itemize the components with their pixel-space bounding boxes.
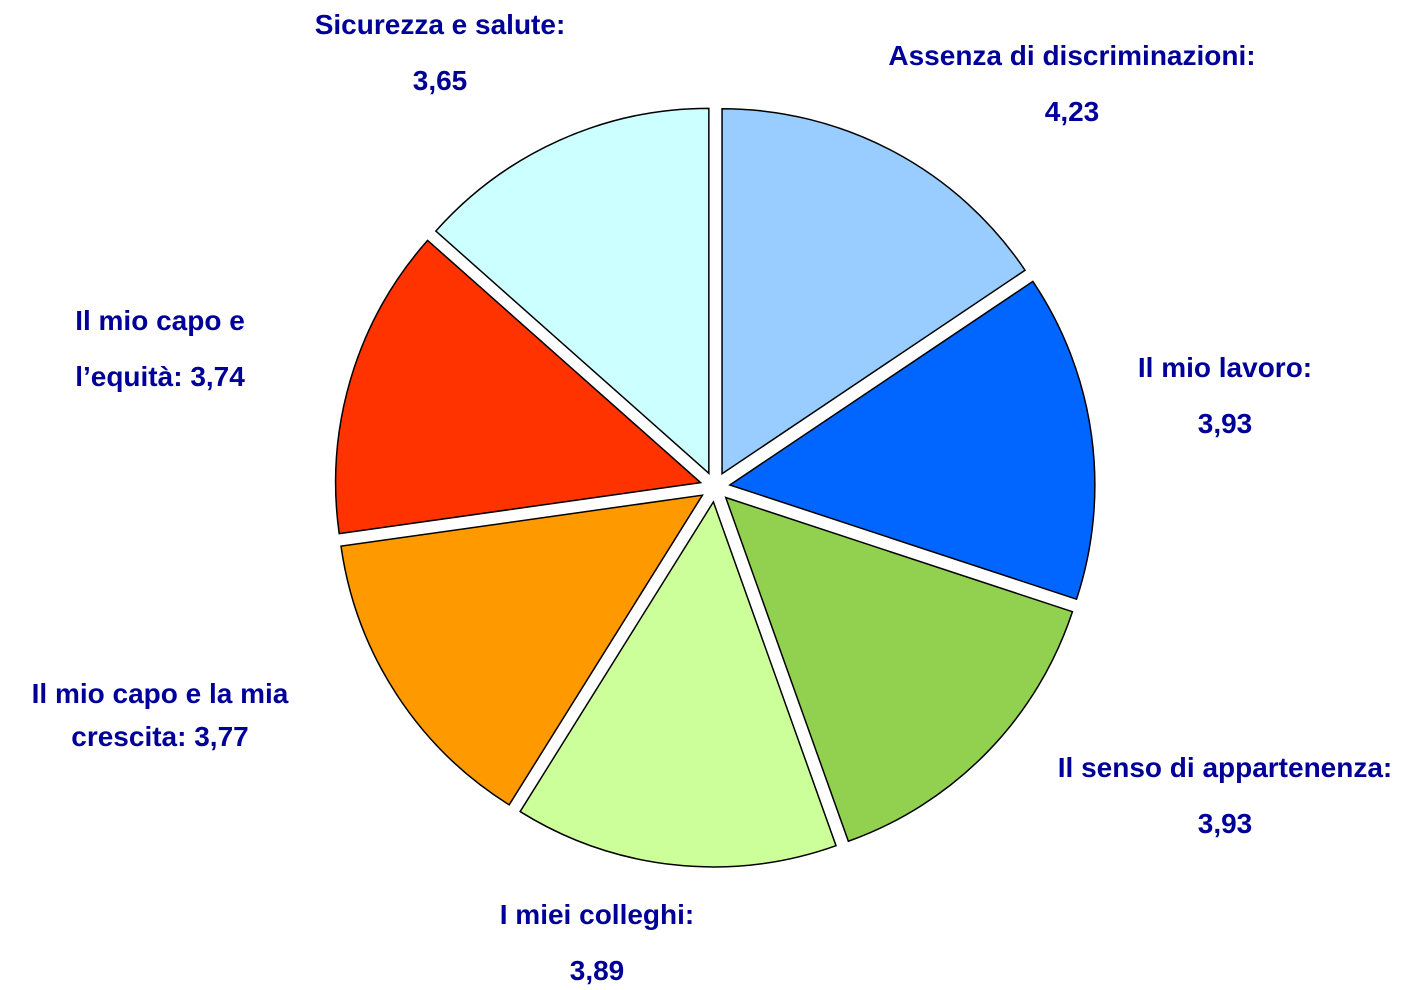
value-label: 3,89	[569, 955, 625, 986]
slice-label: Assenza di discriminazioni: 4,23	[822, 40, 1322, 128]
pie-slice	[519, 500, 837, 868]
category-label: Il mio capo e l’equità:	[75, 305, 245, 392]
category-label: Il mio lavoro:	[1137, 352, 1313, 383]
value-label: 3,93	[1197, 808, 1253, 839]
slice-label: Il mio lavoro: 3,93	[1075, 352, 1375, 440]
category-label: I miei colleghi:	[499, 899, 695, 930]
category-label: Sicurezza e salute:	[314, 9, 566, 40]
value-label: 3,93	[1197, 408, 1253, 439]
category-label: Assenza di discriminazioni:	[888, 40, 1256, 71]
slice-label: Il mio capo e la mia crescita: 3,77	[0, 672, 320, 758]
value-label: 4,23	[1044, 96, 1100, 127]
slice-label: Il senso di appartenenza: 3,93	[1025, 752, 1421, 840]
slice-label: Il mio capo e l’equità: 3,74	[40, 293, 280, 405]
pie-slice	[721, 108, 1027, 476]
slice-label: I miei colleghi: 3,89	[447, 899, 747, 987]
slice-label: Sicurezza e salute: 3,65	[240, 9, 640, 97]
pie-slice	[728, 280, 1096, 601]
pie-slice	[434, 107, 710, 475]
pie-slice	[724, 496, 1074, 843]
value-label: 3,77	[194, 721, 249, 752]
value-label: 3,65	[412, 65, 468, 96]
pie-slice	[340, 494, 704, 806]
category-label: Il senso di appartenenza:	[1057, 752, 1393, 783]
pie-slice	[334, 239, 703, 535]
category-label: Il mio capo e la mia crescita:	[31, 678, 289, 752]
value-label: 3,74	[190, 361, 245, 392]
